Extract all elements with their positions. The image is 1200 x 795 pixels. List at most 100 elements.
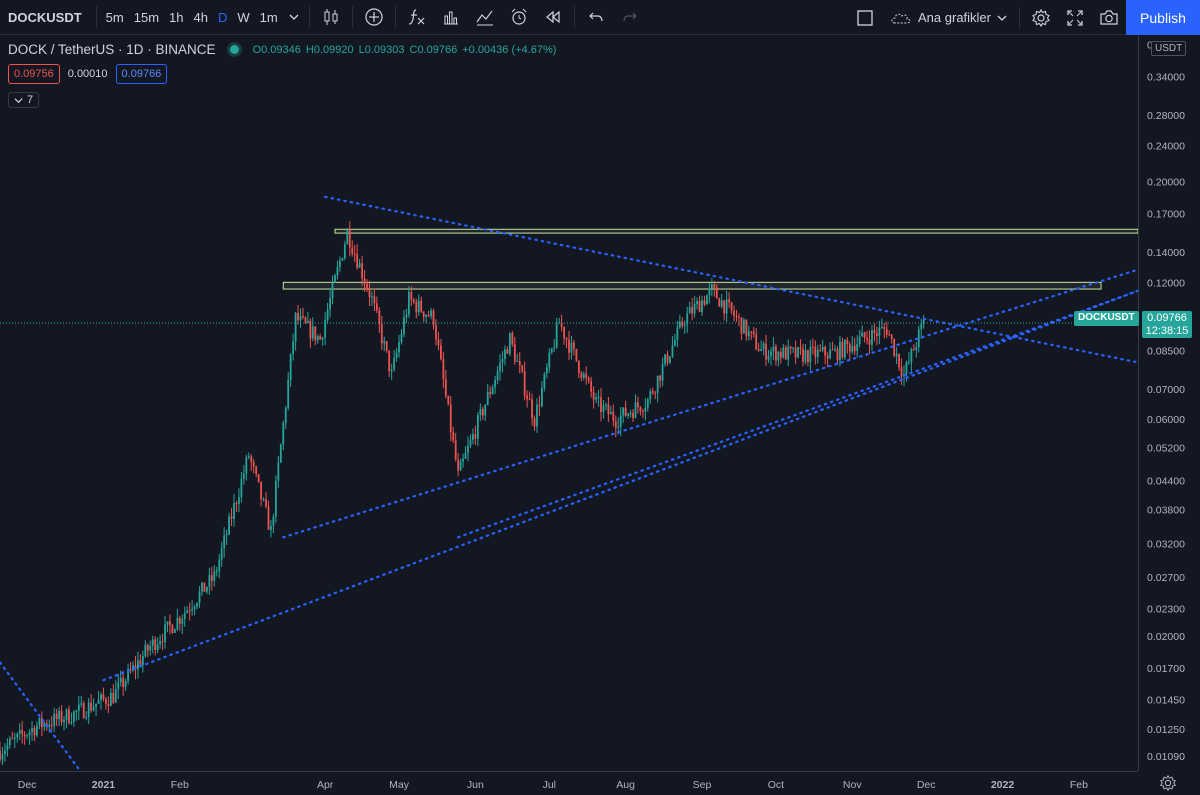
interval-1m[interactable]: 1m	[259, 9, 278, 25]
interval-15m[interactable]: 15m	[133, 9, 160, 25]
interval-4h[interactable]: 4h	[193, 9, 208, 25]
candle	[21, 721, 24, 744]
indicators-button[interactable]	[400, 0, 434, 35]
candle	[577, 360, 580, 379]
redo-button[interactable]	[613, 0, 647, 35]
candle	[826, 352, 829, 368]
candle-body	[326, 309, 329, 321]
candle	[880, 318, 883, 330]
candle	[36, 721, 38, 738]
candle	[585, 366, 588, 385]
candle-body	[361, 263, 363, 279]
candle	[181, 614, 184, 634]
candle-body	[548, 352, 551, 368]
candle	[38, 717, 41, 730]
publish-button[interactable]: Publish	[1126, 0, 1200, 35]
replay-button[interactable]	[536, 0, 570, 35]
candle-body	[816, 349, 819, 358]
candle	[861, 325, 864, 337]
time-scale[interactable]: Dec 2021 Feb Apr May Jun Jul Aug Sep Oct Nov Dec 202…	[0, 771, 1138, 795]
candle	[260, 481, 262, 507]
candle-body	[53, 713, 56, 726]
candle-body	[215, 570, 218, 572]
price-scale[interactable]: 0.400000.340000.280000.240000.200000.170…	[1138, 35, 1200, 771]
candle	[75, 709, 78, 721]
candle-body	[21, 729, 24, 735]
candle	[72, 709, 75, 727]
candle-body	[676, 327, 679, 340]
candle-body	[794, 347, 797, 358]
interval-1h[interactable]: 1h	[169, 9, 184, 25]
candle-body	[696, 301, 698, 305]
candle-body	[435, 325, 437, 340]
expand-button[interactable]	[1058, 0, 1092, 35]
price-tick-label: 0.02000	[1147, 631, 1185, 643]
candle-body	[358, 263, 361, 268]
candle	[853, 337, 856, 356]
legend-title[interactable]: DOCK / TetherUS · 1D · BINANCE	[8, 42, 216, 57]
candle	[403, 310, 405, 337]
compare-button[interactable]	[434, 0, 468, 35]
layout-selector-button[interactable]: Ana grafikler	[882, 0, 1015, 35]
templates-button[interactable]	[468, 0, 502, 35]
price-chart[interactable]	[0, 35, 1138, 771]
candle-body	[366, 283, 368, 290]
settings-button[interactable]	[1024, 0, 1058, 35]
interval-W[interactable]: W	[237, 9, 250, 25]
candle-body	[107, 703, 110, 706]
time-tick-label: 2022	[991, 779, 1015, 791]
interval-D[interactable]: D	[217, 9, 228, 25]
candle-body	[277, 462, 280, 481]
candle	[715, 283, 718, 299]
add-indicator-button[interactable]	[357, 0, 391, 35]
candle	[779, 348, 782, 364]
candle-body	[590, 380, 593, 392]
candle	[600, 387, 602, 422]
buy-button[interactable]: 0.09766	[115, 64, 168, 84]
interval-dropdown-button[interactable]	[283, 0, 305, 35]
fullscreen-toggle-button[interactable]	[848, 0, 882, 35]
candle	[245, 454, 248, 481]
candle-body	[176, 617, 179, 630]
candle-body	[144, 645, 147, 657]
sell-button[interactable]: 0.09756	[8, 64, 60, 84]
candle	[225, 529, 228, 546]
candle-body	[26, 735, 28, 737]
candle-body	[516, 360, 519, 362]
interval-5m[interactable]: 5m	[105, 9, 124, 25]
candle	[489, 386, 492, 399]
candle	[558, 317, 561, 324]
candle	[851, 336, 854, 355]
gear-icon[interactable]	[1159, 774, 1177, 792]
price-tick-label: 0.12000	[1147, 277, 1185, 289]
price-tick-label: 0.03200	[1147, 538, 1185, 550]
candle-body	[80, 703, 83, 705]
candle	[782, 343, 785, 359]
candle-body	[375, 303, 378, 311]
symbol-search-button[interactable]: DOCKUSDT	[8, 9, 82, 25]
undo-button[interactable]	[579, 0, 613, 35]
candle	[580, 370, 583, 382]
candle-body	[75, 710, 78, 712]
candle-body	[632, 412, 634, 418]
snapshot-button[interactable]	[1092, 0, 1126, 35]
currency-label[interactable]: USDT	[1151, 41, 1187, 56]
candle	[619, 407, 622, 436]
candle	[750, 330, 753, 340]
candle-body	[580, 373, 583, 378]
indicators-toggle-button[interactable]: 7	[8, 92, 40, 108]
candle	[373, 288, 376, 312]
candle-body	[398, 342, 400, 353]
candle	[723, 300, 726, 321]
candle	[112, 684, 115, 704]
candle	[40, 711, 43, 737]
candle	[430, 307, 432, 320]
candle	[809, 340, 812, 371]
candle-body	[543, 373, 546, 389]
alert-button[interactable]	[502, 0, 536, 35]
chart-type-button[interactable]	[314, 0, 348, 35]
candle-body	[228, 516, 230, 535]
candle-body	[77, 704, 80, 711]
candle-body	[484, 404, 487, 416]
candle	[193, 604, 196, 616]
